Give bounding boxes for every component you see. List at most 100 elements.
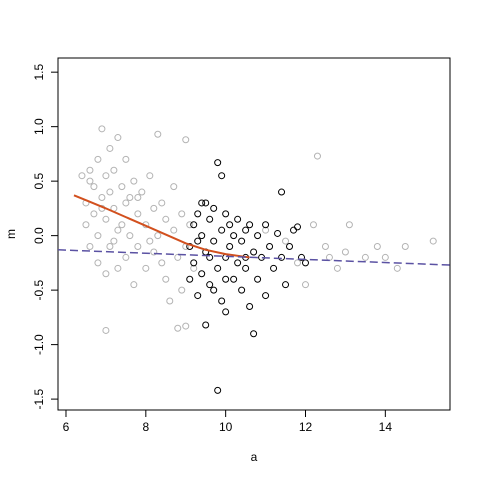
point — [114, 134, 122, 142]
point — [345, 221, 353, 229]
point — [158, 199, 166, 207]
point — [98, 193, 106, 201]
point — [294, 259, 302, 267]
point — [94, 259, 102, 267]
point — [110, 237, 118, 245]
point — [162, 215, 170, 223]
point — [278, 253, 286, 261]
point — [182, 322, 190, 330]
point — [242, 264, 250, 272]
point — [278, 188, 286, 196]
point — [166, 297, 174, 305]
point — [122, 199, 130, 207]
point — [102, 172, 110, 180]
point — [190, 221, 198, 229]
point — [102, 215, 110, 223]
point — [146, 172, 154, 180]
point — [186, 275, 194, 283]
point — [301, 259, 309, 267]
point — [106, 144, 114, 152]
point — [214, 264, 222, 272]
point — [222, 275, 230, 283]
point — [218, 297, 226, 305]
y-tick-label: 1.0 — [32, 118, 46, 135]
y-axis-label: m — [4, 229, 18, 239]
point — [234, 259, 242, 267]
point — [126, 193, 134, 201]
point — [274, 229, 282, 237]
point — [262, 226, 270, 234]
point — [206, 215, 214, 223]
point — [178, 286, 186, 294]
point — [114, 226, 122, 234]
point — [298, 253, 306, 261]
point — [309, 221, 317, 229]
point — [86, 243, 94, 251]
point — [134, 243, 142, 251]
point — [214, 386, 222, 394]
point — [198, 199, 206, 207]
point — [198, 270, 206, 278]
point — [270, 264, 278, 272]
point — [182, 136, 190, 144]
point — [106, 243, 114, 251]
point — [429, 237, 437, 245]
point — [134, 193, 142, 201]
point — [230, 275, 238, 283]
point — [218, 172, 226, 180]
point — [94, 232, 102, 240]
point — [194, 292, 202, 300]
y-tick-label: 0.5 — [32, 172, 46, 189]
x-tick-label: 14 — [379, 420, 393, 434]
point — [170, 183, 178, 191]
point — [250, 330, 258, 338]
x-tick-label: 10 — [219, 420, 233, 434]
point — [162, 275, 170, 283]
point — [178, 210, 186, 218]
trend-line — [73, 194, 250, 259]
point — [238, 237, 246, 245]
point — [198, 232, 206, 240]
point — [262, 292, 270, 300]
point — [118, 183, 126, 191]
point — [98, 125, 106, 133]
point — [254, 232, 262, 240]
point — [90, 183, 98, 191]
point — [90, 210, 98, 218]
point — [266, 243, 274, 251]
point — [222, 308, 230, 316]
point — [393, 264, 401, 272]
point — [194, 210, 202, 218]
point — [126, 232, 134, 240]
point — [174, 324, 182, 332]
point — [78, 172, 86, 180]
point — [401, 243, 409, 251]
point — [282, 281, 290, 289]
point — [102, 270, 110, 278]
point — [202, 199, 210, 207]
point — [210, 204, 218, 212]
point — [226, 243, 234, 251]
y-tick-label: -1.5 — [32, 388, 46, 409]
point — [86, 166, 94, 174]
point — [94, 155, 102, 163]
point — [118, 221, 126, 229]
y-tick-label: 0.0 — [32, 227, 46, 244]
point — [142, 264, 150, 272]
point — [154, 232, 162, 240]
point — [202, 321, 210, 329]
point — [313, 152, 321, 160]
point — [361, 253, 369, 261]
point — [210, 237, 218, 245]
point — [381, 253, 389, 261]
y-tick-label: 1.5 — [32, 64, 46, 81]
x-axis-label: a — [251, 450, 258, 464]
point — [170, 226, 178, 234]
x-tick-label: 12 — [299, 420, 313, 434]
point — [301, 281, 309, 289]
y-tick-label: -0.5 — [32, 279, 46, 300]
point — [321, 243, 329, 251]
point — [106, 188, 114, 196]
